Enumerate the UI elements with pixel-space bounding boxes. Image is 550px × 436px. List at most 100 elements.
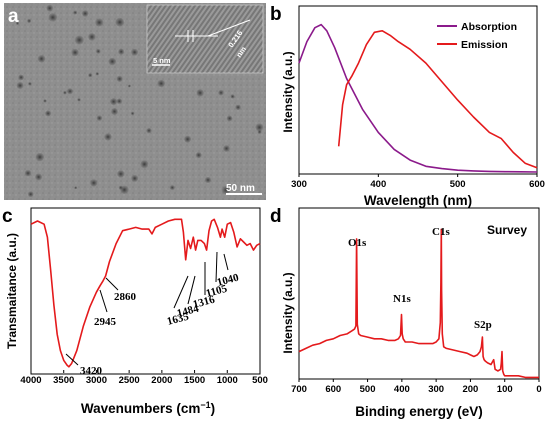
nanoparticle: [131, 174, 139, 182]
nanoparticle: [81, 10, 89, 17]
nanoparticle: [67, 88, 73, 95]
series-line-spectrum: [30, 218, 261, 368]
panel-label-b: b: [270, 4, 282, 25]
nanoparticle: [74, 35, 84, 45]
x-axis-label-d: Binding energy (eV): [355, 404, 483, 419]
nanoparticle: [73, 10, 78, 15]
scale-bar-label: 50 nm: [226, 183, 255, 194]
x-tick-label: 3000: [86, 375, 107, 386]
nanoparticle: [131, 48, 139, 56]
annotation-1635: 1635: [166, 310, 191, 327]
nanoparticle: [196, 89, 204, 97]
nanoparticle: [43, 99, 47, 103]
plot-frame-c: [30, 207, 261, 375]
nanoparticle: [116, 75, 123, 82]
nanoparticle: [35, 152, 44, 162]
nanoparticle: [104, 133, 112, 141]
panel-label-d: d: [270, 206, 282, 227]
nanoparticle: [16, 82, 24, 89]
nanoparticle: [24, 169, 32, 177]
nanoparticle: [74, 186, 78, 190]
nanoparticle: [116, 98, 123, 104]
nanoparticle: [117, 170, 125, 178]
nanoparticle: [218, 89, 224, 96]
annotation-1040: 1040: [216, 271, 241, 288]
annotation-1105: 1105: [205, 283, 229, 300]
peak-label-o1s: O1s: [348, 237, 367, 249]
y-axis-label-c: Transmaitance (a.u.): [5, 233, 19, 349]
nanoparticle: [221, 185, 231, 195]
series-line-absorption: [298, 23, 538, 173]
nanoparticle: [223, 145, 230, 152]
x-tick-label: 3500: [53, 375, 74, 386]
annotation-1316: 1316: [192, 293, 217, 310]
x-ticks-b: 300 400 500 600: [291, 174, 545, 190]
annotation-1484: 1484: [176, 302, 201, 319]
x-tick-label: 700: [291, 384, 307, 395]
nanoparticle: [88, 73, 93, 78]
x-axis-label-c: Wavenumbers (cm−1): [81, 400, 215, 416]
nanoparticle: [195, 152, 202, 159]
nanoparticle: [140, 160, 149, 169]
x-tick-label: 500: [450, 179, 466, 190]
nanoparticle: [15, 21, 20, 25]
y-axis-label-d: Intensity (a.u.): [281, 272, 295, 353]
nanoparticle-dots: [15, 4, 264, 198]
nanoparticle: [71, 48, 79, 57]
series-line-emission: [337, 29, 538, 169]
nanoparticle: [95, 72, 100, 76]
legend-label-emission: Emission: [461, 39, 508, 51]
x-tick-label: 2500: [119, 375, 140, 386]
plot-frame-d: [298, 207, 540, 380]
nanoparticle: [255, 123, 264, 132]
panel-a: 0.216 nm 5 nm 50 nm a: [4, 3, 266, 200]
x-tick-label: 200: [462, 384, 478, 395]
peak-label-n1s: N1s: [393, 293, 411, 305]
x-tick-label: 500: [252, 375, 268, 386]
nanoparticle: [27, 191, 34, 198]
legend-b: Absorption Emission: [437, 21, 517, 51]
x-tick-label: 500: [360, 384, 376, 395]
survey-label: Survey: [487, 223, 527, 237]
nanoparticle: [88, 33, 96, 41]
x-axis-label-b: Wavelength (nm): [364, 193, 472, 208]
annotation-2860: 2860: [114, 291, 137, 303]
nanoparticle: [35, 173, 43, 181]
panel-c: c 4000 3500 3000 2500 2000 1500 1000 500 3420 2…: [2, 206, 268, 416]
x-tick-label: 400: [394, 384, 410, 395]
nanoparticle: [120, 185, 129, 194]
nanoparticle: [130, 111, 135, 116]
nanoparticle: [63, 90, 67, 95]
x-tick-label: 600: [325, 384, 341, 395]
nanoparticle: [118, 48, 125, 55]
plot-frame-b: [298, 5, 538, 175]
x-tick-label: 400: [370, 179, 386, 190]
nanoparticle: [169, 185, 175, 191]
x-tick-label: 300: [428, 384, 444, 395]
nanoparticle: [115, 17, 125, 27]
lattice-marker: [175, 19, 251, 42]
nanoparticle: [108, 57, 117, 66]
nanoparticle: [111, 108, 118, 115]
annotations-c: 3420 2945 2860 1635 1484 1316 1105 1040: [65, 251, 241, 377]
hrtem-inset: [146, 4, 264, 74]
nanoparticle: [18, 74, 24, 81]
x-tick-label: 300: [291, 179, 307, 190]
nanoparticle: [37, 55, 46, 63]
nanoparticle: [235, 104, 241, 111]
nanoparticle: [27, 18, 32, 23]
nanoparticle: [146, 127, 152, 134]
panel-d: d 700 600 500 400 300 200 100 0 Survey O1s N1s …: [270, 206, 542, 419]
nanoparticle: [157, 79, 165, 88]
x-tick-label: 1500: [184, 375, 205, 386]
nanoparticle: [204, 176, 212, 184]
series-b: [298, 23, 538, 173]
inset-scale-label: 5 nm: [153, 56, 171, 65]
x-tick-label: 0: [536, 384, 541, 395]
x-ticks-d: 700 600 500 400 300 200 100 0: [291, 379, 542, 395]
nanoparticle: [127, 84, 131, 88]
series-line-spectrum: [298, 228, 539, 379]
nanoparticle: [46, 4, 54, 12]
legend-label-absorption: Absorption: [461, 21, 517, 33]
y-axis-label-b: Intensity (a.u.): [281, 51, 295, 132]
